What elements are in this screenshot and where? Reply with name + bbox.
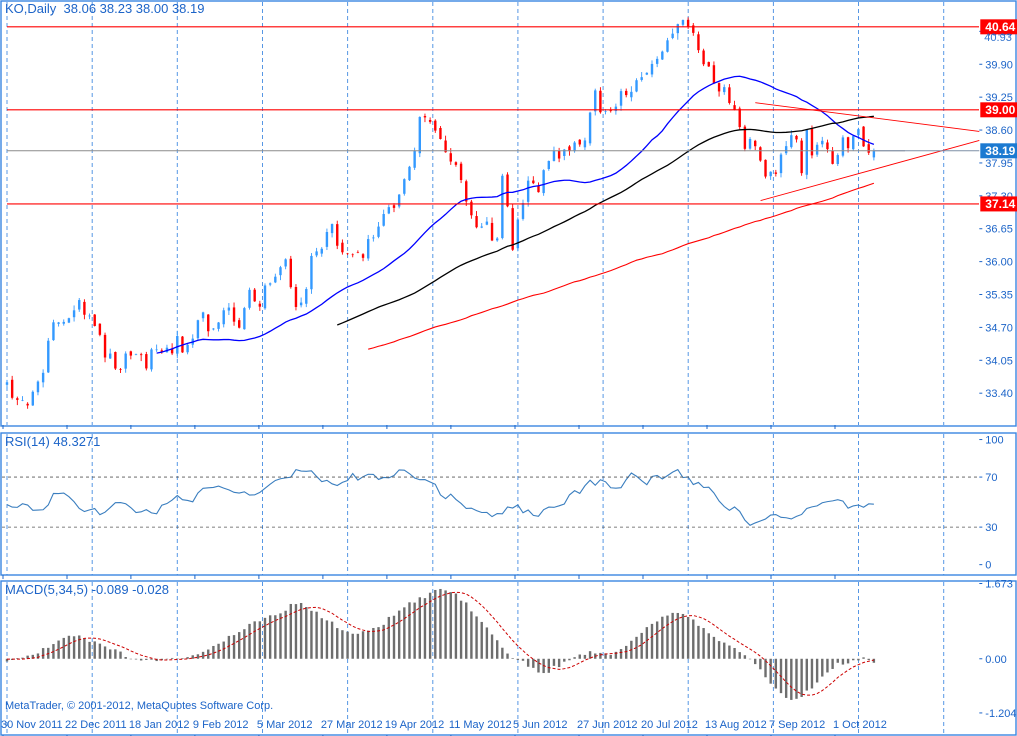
- svg-text:40.93: 40.93: [984, 32, 1012, 44]
- svg-text:5 Jun 2012: 5 Jun 2012: [513, 719, 567, 731]
- svg-text:30: 30: [985, 522, 997, 534]
- svg-text:37.95: 37.95: [985, 158, 1013, 170]
- svg-text:34.05: 34.05: [985, 355, 1013, 367]
- svg-text:7 Sep 2012: 7 Sep 2012: [769, 719, 825, 731]
- svg-text:70: 70: [985, 472, 997, 484]
- svg-text:20 Jul 2012: 20 Jul 2012: [641, 719, 698, 731]
- svg-text:38.19: 38.19: [985, 144, 1015, 158]
- svg-text:9 Feb 2012: 9 Feb 2012: [193, 719, 249, 731]
- svg-text:11 May 2012: 11 May 2012: [449, 719, 512, 731]
- svg-text:36.65: 36.65: [985, 224, 1013, 236]
- svg-text:RSI(14) 48.3271: RSI(14) 48.3271: [5, 434, 100, 449]
- svg-text:39.90: 39.90: [985, 59, 1013, 71]
- svg-text:27 Mar 2012: 27 Mar 2012: [321, 719, 383, 731]
- svg-text:-1.204: -1.204: [985, 708, 1016, 720]
- svg-text:100: 100: [985, 435, 1003, 447]
- svg-text:39.00: 39.00: [985, 103, 1015, 117]
- svg-text:34.70: 34.70: [985, 322, 1013, 334]
- svg-text:33.40: 33.40: [985, 388, 1013, 400]
- svg-text:1 Oct 2012: 1 Oct 2012: [833, 719, 887, 731]
- svg-text:38.60: 38.60: [985, 125, 1013, 137]
- svg-text:19 Apr 2012: 19 Apr 2012: [385, 719, 444, 731]
- svg-text:5 Mar 2012: 5 Mar 2012: [257, 719, 313, 731]
- svg-text:36.00: 36.00: [985, 257, 1013, 269]
- svg-text:27 Jun 2012: 27 Jun 2012: [577, 719, 638, 731]
- svg-text:18 Jan 2012: 18 Jan 2012: [129, 719, 190, 731]
- svg-text:1.673: 1.673: [985, 579, 1013, 591]
- svg-text:MACD(5,34,5) -0.089 -0.028: MACD(5,34,5) -0.089 -0.028: [5, 582, 169, 597]
- svg-text:MetaTrader, © 2001-2012, MetaQ: MetaTrader, © 2001-2012, MetaQuotes Soft…: [5, 700, 273, 712]
- svg-text:37.14: 37.14: [985, 197, 1015, 211]
- svg-text:35.35: 35.35: [985, 290, 1013, 302]
- svg-text:13 Aug 2012: 13 Aug 2012: [705, 719, 767, 731]
- svg-text:KO,Daily 38.06 38.23 38.00 38: KO,Daily 38.06 38.23 38.00 38.19: [5, 1, 204, 16]
- svg-text:30 Nov 2011: 30 Nov 2011: [1, 719, 63, 731]
- svg-text:0.00: 0.00: [985, 654, 1006, 666]
- svg-text:0: 0: [985, 560, 991, 572]
- svg-text:22 Dec 2011: 22 Dec 2011: [65, 719, 127, 731]
